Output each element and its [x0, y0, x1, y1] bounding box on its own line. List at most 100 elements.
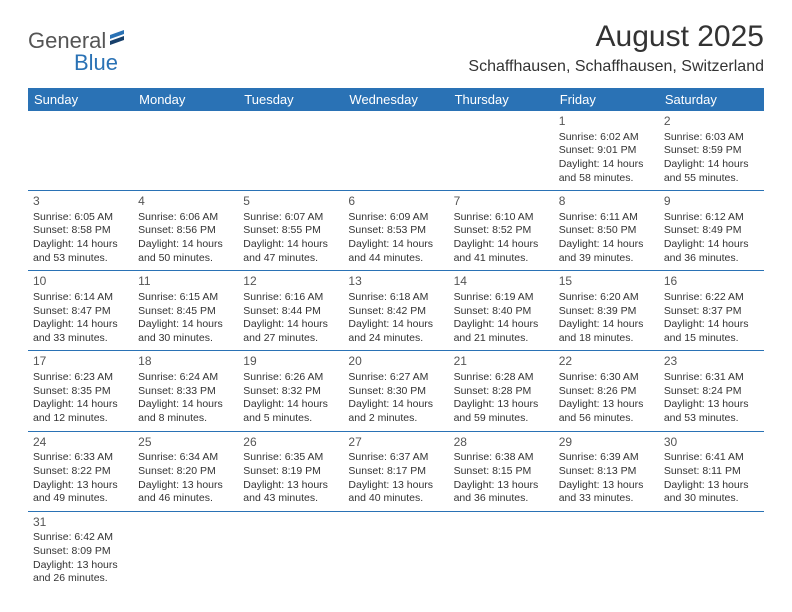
daylight-text: Daylight: 13 hours and 56 minutes.: [559, 398, 654, 425]
day-number: 27: [348, 435, 443, 451]
sunrise-text: Sunrise: 6:03 AM: [664, 131, 759, 145]
daylight-text: Daylight: 14 hours and 21 minutes.: [454, 318, 549, 345]
sunrise-text: Sunrise: 6:37 AM: [348, 451, 443, 465]
sunset-text: Sunset: 8:55 PM: [243, 224, 338, 238]
day-number: 25: [138, 435, 233, 451]
calendar-cell: 6Sunrise: 6:09 AMSunset: 8:53 PMDaylight…: [343, 191, 448, 271]
header: General August 2025 Schaffhausen, Schaff…: [28, 20, 764, 76]
day-header: Thursday: [449, 88, 554, 111]
sunset-text: Sunset: 8:50 PM: [559, 224, 654, 238]
sunrise-text: Sunrise: 6:33 AM: [33, 451, 128, 465]
calendar-cell: 11Sunrise: 6:15 AMSunset: 8:45 PMDayligh…: [133, 271, 238, 351]
logo-line2: Blue: [28, 42, 118, 76]
calendar-cell: 21Sunrise: 6:28 AMSunset: 8:28 PMDayligh…: [449, 351, 554, 431]
day-header-row: Sunday Monday Tuesday Wednesday Thursday…: [28, 88, 764, 111]
daylight-text: Daylight: 14 hours and 30 minutes.: [138, 318, 233, 345]
day-number: 30: [664, 435, 759, 451]
daylight-text: Daylight: 14 hours and 5 minutes.: [243, 398, 338, 425]
daylight-text: Daylight: 14 hours and 12 minutes.: [33, 398, 128, 425]
calendar-cell: 25Sunrise: 6:34 AMSunset: 8:20 PMDayligh…: [133, 431, 238, 511]
daylight-text: Daylight: 14 hours and 18 minutes.: [559, 318, 654, 345]
calendar-cell: [449, 511, 554, 591]
daylight-text: Daylight: 14 hours and 58 minutes.: [559, 158, 654, 185]
daylight-text: Daylight: 13 hours and 40 minutes.: [348, 479, 443, 506]
sunrise-text: Sunrise: 6:22 AM: [664, 291, 759, 305]
sunset-text: Sunset: 8:33 PM: [138, 385, 233, 399]
daylight-text: Daylight: 13 hours and 49 minutes.: [33, 479, 128, 506]
daylight-text: Daylight: 14 hours and 33 minutes.: [33, 318, 128, 345]
sunrise-text: Sunrise: 6:35 AM: [243, 451, 338, 465]
day-number: 29: [559, 435, 654, 451]
sunrise-text: Sunrise: 6:15 AM: [138, 291, 233, 305]
sunrise-text: Sunrise: 6:34 AM: [138, 451, 233, 465]
sunrise-text: Sunrise: 6:20 AM: [559, 291, 654, 305]
calendar-row: 17Sunrise: 6:23 AMSunset: 8:35 PMDayligh…: [28, 351, 764, 431]
calendar-cell: [238, 511, 343, 591]
calendar-cell: 12Sunrise: 6:16 AMSunset: 8:44 PMDayligh…: [238, 271, 343, 351]
calendar-cell: 10Sunrise: 6:14 AMSunset: 8:47 PMDayligh…: [28, 271, 133, 351]
daylight-text: Daylight: 14 hours and 24 minutes.: [348, 318, 443, 345]
day-number: 31: [33, 515, 128, 531]
sunset-text: Sunset: 8:17 PM: [348, 465, 443, 479]
location-subtitle: Schaffhausen, Schaffhausen, Switzerland: [468, 58, 764, 76]
calendar-cell: [133, 511, 238, 591]
sunset-text: Sunset: 8:26 PM: [559, 385, 654, 399]
daylight-text: Daylight: 14 hours and 36 minutes.: [664, 238, 759, 265]
sunrise-text: Sunrise: 6:19 AM: [454, 291, 549, 305]
calendar-row: 31Sunrise: 6:42 AMSunset: 8:09 PMDayligh…: [28, 511, 764, 591]
sunrise-text: Sunrise: 6:16 AM: [243, 291, 338, 305]
sunset-text: Sunset: 9:01 PM: [559, 144, 654, 158]
daylight-text: Daylight: 14 hours and 50 minutes.: [138, 238, 233, 265]
sunset-text: Sunset: 8:39 PM: [559, 305, 654, 319]
sunset-text: Sunset: 8:58 PM: [33, 224, 128, 238]
day-number: 5: [243, 194, 338, 210]
sunrise-text: Sunrise: 6:05 AM: [33, 211, 128, 225]
daylight-text: Daylight: 14 hours and 15 minutes.: [664, 318, 759, 345]
calendar-cell: [28, 111, 133, 191]
day-number: 2: [664, 114, 759, 130]
calendar-cell: 27Sunrise: 6:37 AMSunset: 8:17 PMDayligh…: [343, 431, 448, 511]
day-number: 20: [348, 354, 443, 370]
calendar-cell: 1Sunrise: 6:02 AMSunset: 9:01 PMDaylight…: [554, 111, 659, 191]
calendar-cell: [133, 111, 238, 191]
sunrise-text: Sunrise: 6:09 AM: [348, 211, 443, 225]
calendar-cell: 13Sunrise: 6:18 AMSunset: 8:42 PMDayligh…: [343, 271, 448, 351]
sunset-text: Sunset: 8:22 PM: [33, 465, 128, 479]
day-number: 24: [33, 435, 128, 451]
daylight-text: Daylight: 14 hours and 27 minutes.: [243, 318, 338, 345]
sunrise-text: Sunrise: 6:10 AM: [454, 211, 549, 225]
daylight-text: Daylight: 14 hours and 2 minutes.: [348, 398, 443, 425]
calendar-cell: 5Sunrise: 6:07 AMSunset: 8:55 PMDaylight…: [238, 191, 343, 271]
calendar-cell: 22Sunrise: 6:30 AMSunset: 8:26 PMDayligh…: [554, 351, 659, 431]
daylight-text: Daylight: 13 hours and 30 minutes.: [664, 479, 759, 506]
daylight-text: Daylight: 13 hours and 36 minutes.: [454, 479, 549, 506]
calendar-cell: [449, 111, 554, 191]
calendar-row: 1Sunrise: 6:02 AMSunset: 9:01 PMDaylight…: [28, 111, 764, 191]
sunset-text: Sunset: 8:09 PM: [33, 545, 128, 559]
day-number: 28: [454, 435, 549, 451]
sunrise-text: Sunrise: 6:39 AM: [559, 451, 654, 465]
day-number: 21: [454, 354, 549, 370]
day-number: 26: [243, 435, 338, 451]
day-header: Monday: [133, 88, 238, 111]
sunset-text: Sunset: 8:15 PM: [454, 465, 549, 479]
sunset-text: Sunset: 8:45 PM: [138, 305, 233, 319]
calendar-cell: 16Sunrise: 6:22 AMSunset: 8:37 PMDayligh…: [659, 271, 764, 351]
daylight-text: Daylight: 14 hours and 41 minutes.: [454, 238, 549, 265]
sunrise-text: Sunrise: 6:07 AM: [243, 211, 338, 225]
day-number: 9: [664, 194, 759, 210]
day-number: 4: [138, 194, 233, 210]
daylight-text: Daylight: 13 hours and 33 minutes.: [559, 479, 654, 506]
sunset-text: Sunset: 8:40 PM: [454, 305, 549, 319]
day-number: 3: [33, 194, 128, 210]
sunrise-text: Sunrise: 6:11 AM: [559, 211, 654, 225]
daylight-text: Daylight: 14 hours and 44 minutes.: [348, 238, 443, 265]
day-number: 11: [138, 274, 233, 290]
sunrise-text: Sunrise: 6:18 AM: [348, 291, 443, 305]
calendar-cell: 28Sunrise: 6:38 AMSunset: 8:15 PMDayligh…: [449, 431, 554, 511]
sunrise-text: Sunrise: 6:38 AM: [454, 451, 549, 465]
sunset-text: Sunset: 8:35 PM: [33, 385, 128, 399]
calendar-row: 24Sunrise: 6:33 AMSunset: 8:22 PMDayligh…: [28, 431, 764, 511]
calendar-row: 10Sunrise: 6:14 AMSunset: 8:47 PMDayligh…: [28, 271, 764, 351]
day-number: 13: [348, 274, 443, 290]
